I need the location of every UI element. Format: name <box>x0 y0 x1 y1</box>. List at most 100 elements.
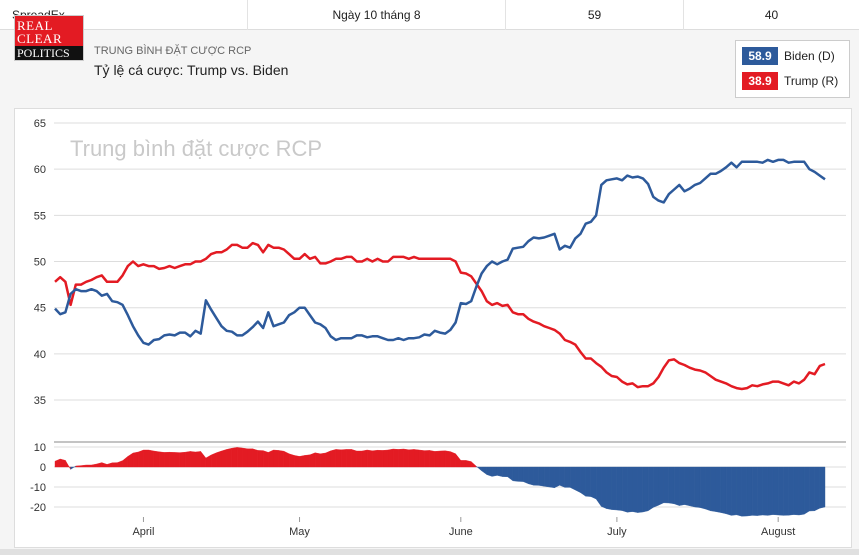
spread-segment <box>377 449 383 468</box>
spread-segment <box>549 466 555 489</box>
spread-segment <box>96 462 103 468</box>
spread-segment <box>216 450 222 468</box>
y-tick-label: 35 <box>34 395 46 407</box>
spread-segment <box>60 458 66 468</box>
spread-segment <box>372 449 378 468</box>
spread-segment <box>705 466 711 512</box>
spread-segment <box>138 449 144 468</box>
spread-segment <box>439 450 446 468</box>
spread-segment <box>86 464 92 468</box>
trump-line <box>54 241 826 391</box>
spread-segment <box>798 466 805 516</box>
rcp-logo[interactable]: REAL CLEAR POLITICS <box>14 15 84 61</box>
legend-item-trump: 38.9 Trump (R) <box>742 72 838 90</box>
spread-segment <box>465 460 472 468</box>
spread-segment <box>627 466 633 513</box>
spread-segment <box>658 466 664 506</box>
row-biden-value: 59 <box>506 0 684 30</box>
spread-segment <box>679 466 685 506</box>
spread-segment <box>585 466 592 497</box>
spread-segment <box>392 448 399 468</box>
spread-segment <box>190 451 196 468</box>
spread-segment <box>710 466 716 512</box>
chart-subhead: TRUNG BÌNH ĐẶT CƯỢC RCP <box>94 45 252 57</box>
spread-segment <box>418 449 425 468</box>
spread-segment <box>278 450 285 468</box>
spread-segment <box>731 466 737 516</box>
spread-segment <box>122 455 129 468</box>
spread-segment <box>777 466 784 516</box>
spread-segment <box>481 466 488 475</box>
spread-segment <box>715 466 722 513</box>
spread-segment <box>580 466 586 497</box>
y-tick-label: 55 <box>34 210 46 222</box>
spread-segment <box>304 454 311 468</box>
spread-segment <box>132 451 139 468</box>
spread-segment <box>575 466 581 493</box>
spread-segment <box>429 450 435 468</box>
spread-segment <box>637 466 644 513</box>
spread-segment <box>314 452 321 468</box>
spread-segment <box>559 466 566 488</box>
logo-line-2: CLEAR <box>17 31 63 46</box>
spread-segment <box>268 449 274 468</box>
y-tick-label: 65 <box>34 118 46 130</box>
spread-segment <box>91 463 97 468</box>
spread-segment <box>491 466 498 477</box>
spread-segment <box>507 466 514 482</box>
spread-segment <box>455 453 462 468</box>
spread-segment <box>538 466 545 487</box>
x-tick-label: July <box>607 526 627 538</box>
spread-tick-label: -10 <box>30 482 46 494</box>
spread-segment <box>673 466 680 506</box>
spread-segment <box>148 449 155 468</box>
spread-segment <box>340 449 347 468</box>
spread-segment <box>169 451 175 468</box>
spread-segment <box>403 448 409 468</box>
spread-segment <box>288 453 295 468</box>
legend-biden-name: Biden (D) <box>784 49 835 63</box>
spread-segment <box>236 447 243 468</box>
spread-segment <box>450 451 456 468</box>
spread-segment <box>226 447 233 468</box>
spread-segment <box>101 462 108 468</box>
spread-tick-label: 0 <box>40 462 46 474</box>
spread-segment <box>762 466 768 516</box>
spread-segment <box>231 447 238 468</box>
spread-segment <box>590 466 597 500</box>
spread-segment <box>424 450 430 468</box>
spread-segment <box>564 466 571 488</box>
spread-segment <box>252 448 259 468</box>
spread-segment <box>75 465 82 468</box>
row-trump-value: 40 <box>764 8 779 22</box>
spread-segment <box>210 452 217 468</box>
spread-segment <box>601 466 607 509</box>
spread-segment <box>117 460 123 468</box>
spread-segment <box>663 466 670 504</box>
spread-segment <box>616 466 623 511</box>
y-tick-label: 40 <box>34 349 46 361</box>
spread-segment <box>80 464 87 468</box>
chart-watermark: Trung bình đặt cược RCP <box>70 136 322 161</box>
legend-item-biden: 58.9 Biden (D) <box>742 47 835 65</box>
spread-segment <box>471 461 477 468</box>
bottom-strip <box>0 549 859 555</box>
spread-segment <box>356 450 363 468</box>
spread-segment <box>819 466 826 509</box>
spread-segment <box>725 466 732 516</box>
spread-segment <box>413 449 420 468</box>
spread-tick-label: -20 <box>30 502 46 514</box>
spread-segment <box>554 466 560 489</box>
x-tick-label: June <box>449 526 473 538</box>
spread-segment <box>767 466 774 516</box>
spread-segment <box>221 449 227 468</box>
row-date: Ngày 10 tháng 8 <box>248 0 506 30</box>
spread-segment <box>398 448 404 468</box>
spread-segment <box>783 466 789 516</box>
spread-segment <box>689 466 696 508</box>
spread-segment <box>741 466 748 517</box>
spread-segment <box>309 452 316 468</box>
spread-segment <box>273 449 279 468</box>
spread-segment <box>668 466 675 505</box>
